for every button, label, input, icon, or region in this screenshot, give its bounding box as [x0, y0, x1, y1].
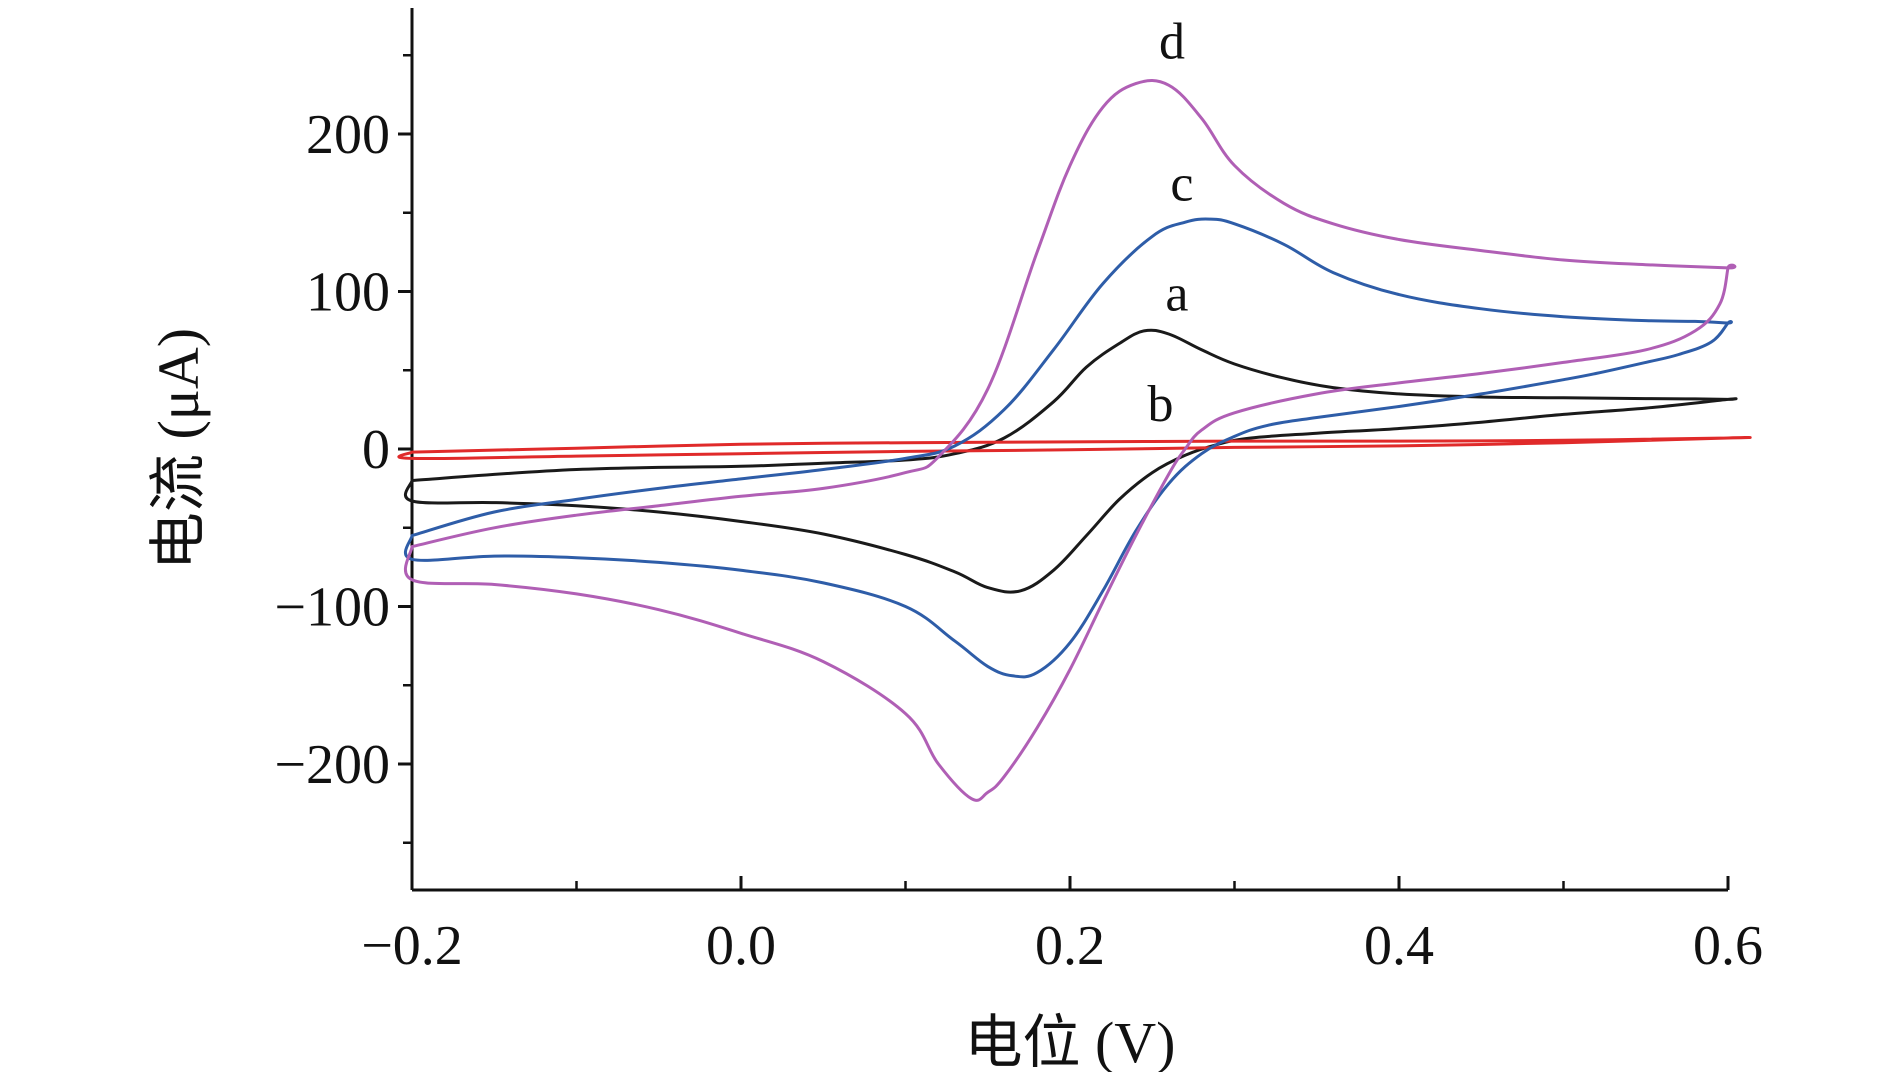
x-tick-label: 0.0 [706, 915, 776, 977]
series-line-b [397, 435, 1752, 461]
series-line-d [403, 79, 1737, 802]
y-tick-label: 100 [306, 262, 390, 324]
x-tick-label: 0.6 [1693, 915, 1763, 977]
y-tick-label: 0 [362, 419, 390, 481]
x-axis-title: 电位 (V) [964, 1010, 1175, 1072]
curve-label-b: b [1147, 376, 1173, 433]
curve-label-a: a [1165, 266, 1188, 323]
y-tick-label: 200 [306, 104, 390, 166]
curve-label-d: d [1159, 14, 1185, 71]
x-tick-label: 0.4 [1364, 915, 1434, 977]
y-tick-label: −200 [274, 734, 390, 796]
series-line-c [404, 217, 1733, 679]
x-tick-label: −0.2 [361, 915, 463, 977]
x-tick-label: 0.2 [1035, 915, 1105, 977]
curve-label-c: c [1170, 155, 1193, 212]
y-ticks: −200 −100 0 100 200 [274, 54, 412, 844]
curve-labels: ab c d [1147, 14, 1193, 433]
series-line-a [404, 328, 1738, 594]
x-ticks: −0.2 0.0 0.2 0.4 0.6 [361, 876, 1763, 977]
series-layer [397, 79, 1752, 802]
y-tick-label: −100 [274, 577, 390, 639]
y-axis-title: 电流 (μA) [146, 328, 211, 570]
